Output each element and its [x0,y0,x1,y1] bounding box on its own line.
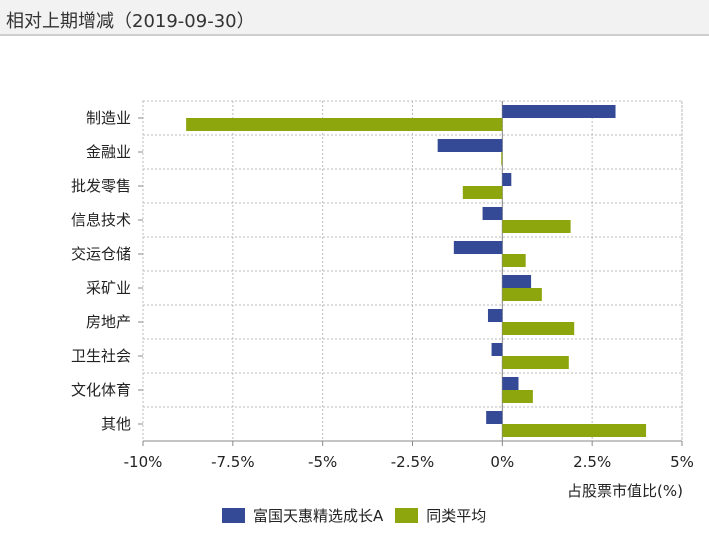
industry-change-chart: -10% -7.5% -5% -2.5% 0% 2.5% 5% 制造业金融业批发零售信息技术交… [71,100,694,500]
bar-fund[interactable] [486,411,503,424]
category-label: 房地产 [86,313,131,331]
x-tick-label: -5% [308,453,337,471]
bar-average[interactable] [502,322,575,335]
bar-fund[interactable] [453,241,503,254]
x-axis-label: 占股票市值比(%) [567,482,683,500]
category-label: 金融业 [86,143,131,161]
bar-layer [186,105,647,437]
category-label: 文化体育 [71,381,131,399]
x-tick-label: -7.5% [211,453,255,471]
bar-average[interactable] [501,152,503,165]
legend-item-average[interactable]: 同类平均 [395,505,486,526]
x-tick-label: 2.5% [573,453,611,471]
x-tick-label: 0% [490,453,514,471]
legend-label-average: 同类平均 [426,506,487,525]
label-layer: -10% -7.5% -5% -2.5% 0% 2.5% 5% 制造业金融业批发零售信息技术交… [71,109,694,471]
category-label: 制造业 [86,109,131,127]
bar-average[interactable] [502,424,647,437]
x-tick-label: -2.5% [391,453,435,471]
bar-average[interactable] [502,254,526,267]
legend-label-fund: 富国天惠精选成长A [253,506,384,525]
category-label: 信息技术 [71,211,131,229]
chart-legend: 富国天惠精选成长A 同类平均 [222,505,498,525]
bar-average[interactable] [186,118,503,131]
x-tick-label: -10% [124,453,163,471]
category-label: 卫生社会 [71,347,131,365]
bar-average[interactable] [502,288,542,301]
category-label: 其他 [101,415,131,433]
category-label: 交运仓储 [71,245,131,263]
bar-fund[interactable] [502,275,532,288]
category-label: 采矿业 [86,279,131,297]
bar-fund[interactable] [502,105,616,118]
legend-item-fund[interactable]: 富国天惠精选成长A [222,505,383,526]
bar-average[interactable] [502,390,533,403]
bar-fund[interactable] [491,343,503,356]
bar-average[interactable] [462,186,503,199]
x-tick-label: 5% [670,453,694,471]
page-header: 相对上期增减（2019-09-30） [0,0,709,36]
page-title: 相对上期增减（2019-09-30） [6,11,255,32]
category-label: 批发零售 [71,177,131,195]
grid-layer [138,100,683,446]
bar-fund[interactable] [487,309,503,322]
legend-swatch-average [395,507,419,523]
bar-average[interactable] [502,356,569,369]
bar-fund[interactable] [502,377,519,390]
legend-swatch-fund [222,507,245,523]
bar-fund[interactable] [502,173,512,186]
bar-average[interactable] [502,220,571,233]
bar-fund[interactable] [437,139,503,152]
bar-fund[interactable] [482,207,503,220]
